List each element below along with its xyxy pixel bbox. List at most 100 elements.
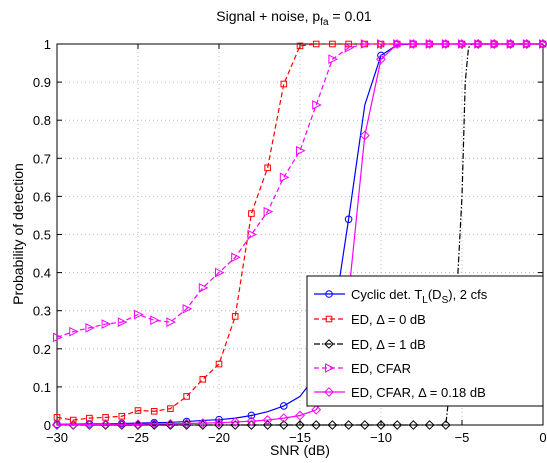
series-2-point xyxy=(167,405,174,412)
series-3-point xyxy=(246,420,257,430)
y-tick-label: 0.7 xyxy=(33,151,51,166)
x-tick-label: −5 xyxy=(455,430,470,445)
legend-marker xyxy=(325,315,333,323)
series-5-point xyxy=(440,39,451,49)
series-5-point xyxy=(133,419,143,430)
y-tick-label: 0.9 xyxy=(33,75,51,90)
series-3-point xyxy=(311,420,322,430)
series-4-point xyxy=(279,172,290,183)
y-tick-label: 0.1 xyxy=(33,380,51,395)
series-4-point xyxy=(312,100,322,110)
series-3-point xyxy=(376,420,386,430)
y-tick-label: 0.2 xyxy=(33,342,51,357)
legend-label-part: ED, CFAR xyxy=(351,361,411,376)
series-2-point xyxy=(280,80,288,88)
legend-label-part: L xyxy=(422,295,428,306)
series-3-point xyxy=(392,420,403,430)
series-2-point xyxy=(150,407,158,415)
series-5-point xyxy=(295,410,305,421)
series-4-point xyxy=(296,145,306,156)
series-5-point xyxy=(181,418,192,429)
axis-ticks: −30 −25 −20 −15 −10 −5 0 0 0.1 0.2 0.3 0.4 0.5 0.6 0.7… xyxy=(33,37,547,445)
series-5 xyxy=(52,39,547,430)
series-5-point xyxy=(68,419,79,430)
series-4-point xyxy=(360,39,371,49)
y-tick-label: 0 xyxy=(44,418,51,433)
series-5-point xyxy=(214,417,224,428)
x-tick-label: 0 xyxy=(539,430,546,445)
y-tick-label: 0.6 xyxy=(33,189,51,204)
series-5-point xyxy=(489,39,500,49)
x-tick-label: −20 xyxy=(208,430,230,445)
series-5-point xyxy=(521,39,532,49)
series-5-point xyxy=(84,419,95,430)
series-layer xyxy=(52,39,547,430)
series-5-point xyxy=(278,413,289,424)
legend-label: Cyclic det. TL(DS), 2 cfs xyxy=(351,287,488,306)
series-4-point xyxy=(263,206,274,217)
grid xyxy=(57,44,543,425)
x-tick-label: −15 xyxy=(289,430,311,445)
series-5-point xyxy=(116,419,127,430)
legend-marker xyxy=(324,339,334,349)
series-4-point xyxy=(377,39,387,49)
y-tick-label: 0.3 xyxy=(33,304,51,319)
legend-label-part: S xyxy=(442,295,449,306)
legend-entry-2: ED, Δ = 0 dB xyxy=(314,312,426,327)
series-2-point xyxy=(296,42,304,50)
legend-label-part: ED, CFAR, Δ = 0.18 dB xyxy=(351,385,486,400)
series-3-point xyxy=(278,420,289,430)
legend-label: ED, CFAR, Δ = 0.18 dB xyxy=(351,385,486,400)
series-2-point xyxy=(231,313,239,320)
series-1-point xyxy=(280,402,288,410)
series-4-point xyxy=(117,317,128,327)
legend-label-part: ), 2 cfs xyxy=(448,287,488,302)
series-5-point xyxy=(473,39,484,49)
series-5-point xyxy=(505,39,516,49)
series-5-point xyxy=(197,418,208,429)
series-5-point xyxy=(408,39,419,49)
x-tick-label: −10 xyxy=(370,430,392,445)
series-4-point xyxy=(150,315,160,326)
series-5-point xyxy=(262,415,273,425)
series-2-point xyxy=(215,360,223,368)
series-5-point xyxy=(100,419,111,430)
series-3-point xyxy=(100,420,111,430)
legend-label: ED, Δ = 0 dB xyxy=(351,312,426,327)
series-5-line xyxy=(57,43,543,426)
legend-marker xyxy=(325,290,333,298)
x-axis-label: SNR (dB) xyxy=(270,442,330,458)
legend-marker xyxy=(325,363,335,373)
series-4-point xyxy=(85,323,96,333)
legend-marker xyxy=(324,387,334,397)
series-3-point xyxy=(295,420,305,430)
legend-entry-4: ED, CFAR xyxy=(314,361,411,376)
legend-label-part: Cyclic det. T xyxy=(351,287,422,302)
legend-entry-5: ED, CFAR, Δ = 0.18 dB xyxy=(314,385,486,400)
series-5-point xyxy=(52,419,62,430)
x-tick-label: −25 xyxy=(127,430,149,445)
series-1-point xyxy=(344,215,353,224)
legend-box xyxy=(306,275,544,407)
series-2-point xyxy=(264,164,271,172)
series-4-point xyxy=(101,319,112,329)
series-2-point xyxy=(329,40,336,48)
series-3-point xyxy=(359,420,370,430)
series-5-point xyxy=(311,404,322,415)
series-5-point xyxy=(538,39,547,49)
series-2-point xyxy=(118,412,126,420)
series-2-point xyxy=(248,210,255,217)
series-4-point xyxy=(231,252,241,263)
series-3-point xyxy=(440,420,451,430)
series-3-point xyxy=(408,420,419,430)
series-4-point xyxy=(328,54,339,65)
series-5-point xyxy=(165,418,176,429)
series-4-point xyxy=(134,309,144,320)
series-2-point xyxy=(199,375,207,383)
y-tick-label: 0.4 xyxy=(33,266,51,281)
series-3-point xyxy=(116,420,127,430)
series-2-point xyxy=(183,393,190,400)
y-tick-label: 0.5 xyxy=(33,228,51,243)
legend-label: ED, Δ = 1 dB xyxy=(351,337,426,352)
